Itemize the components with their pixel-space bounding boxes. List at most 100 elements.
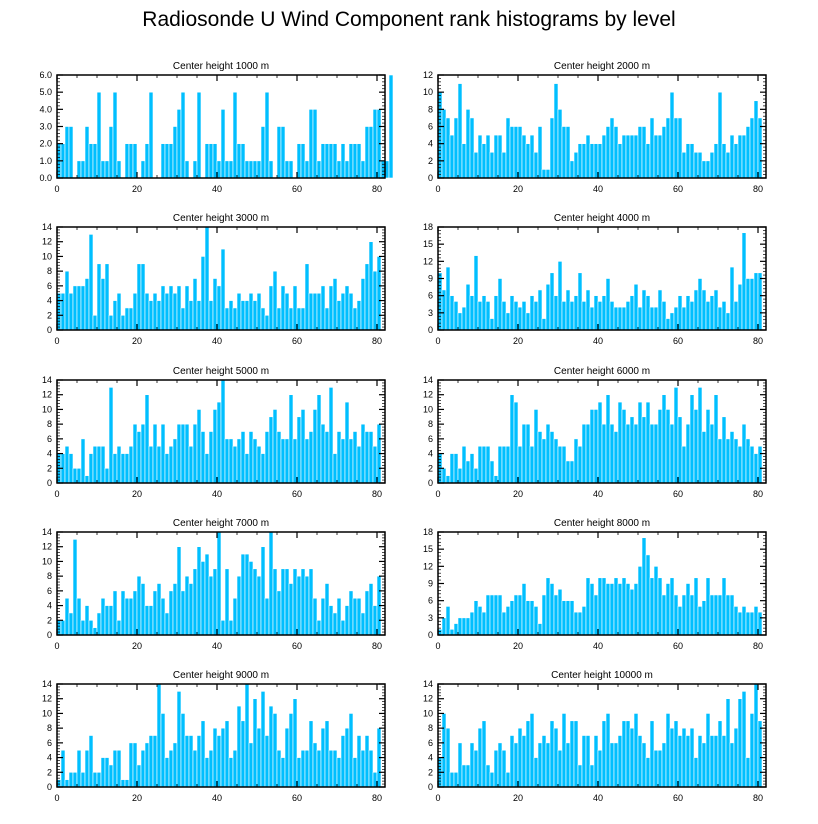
histogram-bar: [340, 438, 346, 484]
histogram-bar: [709, 735, 715, 788]
y-tick-label: 12: [42, 694, 52, 704]
panel-title: Center height 9000 m: [173, 670, 269, 681]
x-tick-label: 80: [372, 641, 382, 651]
histogram-bar: [248, 561, 254, 636]
histogram-bar: [501, 445, 507, 484]
histogram-bar: [248, 292, 254, 331]
histogram-bar: [272, 568, 278, 636]
histogram-bar: [681, 306, 687, 331]
histogram-bar: [260, 546, 266, 636]
histogram-bar: [453, 301, 459, 331]
histogram-bar: [196, 409, 202, 484]
histogram-bar: [144, 394, 150, 484]
histogram-bar: [272, 270, 278, 331]
histogram-bar: [585, 577, 591, 636]
histogram-bar: [348, 438, 354, 484]
histogram-bar: [188, 735, 194, 788]
histogram-bar: [148, 91, 154, 179]
histogram-bar: [629, 588, 635, 636]
histogram-bar: [340, 143, 346, 179]
histogram-bar: [252, 568, 258, 636]
x-tick-label: 20: [513, 793, 523, 803]
histogram-bar: [493, 475, 499, 484]
histogram-bar: [593, 594, 599, 636]
histogram-bar: [557, 109, 563, 179]
histogram-bar: [92, 314, 98, 331]
histogram-bar: [481, 611, 487, 636]
y-tick-label: 8: [47, 266, 52, 276]
y-tick-label: 10: [423, 404, 433, 414]
histogram-bar: [104, 160, 110, 179]
histogram-bar: [200, 720, 206, 788]
histogram-bar: [549, 431, 555, 484]
y-tick-label: 12: [423, 694, 433, 704]
histogram-bar: [741, 232, 747, 331]
histogram-bar: [553, 295, 559, 331]
histogram-bar: [545, 423, 551, 484]
histogram-bar: [449, 628, 455, 636]
histogram-bar: [244, 683, 250, 788]
histogram-bar: [489, 771, 495, 788]
histogram-bar: [525, 600, 531, 636]
histogram-bar: [276, 431, 282, 484]
histogram-bar: [136, 263, 142, 331]
histogram-bar: [200, 256, 206, 331]
y-tick-label: 6: [47, 281, 52, 291]
histogram-bar: [725, 698, 731, 788]
histogram-bar: [541, 438, 547, 484]
histogram-bar: [565, 126, 571, 179]
histogram-bar: [356, 143, 362, 179]
histogram-bar: [252, 438, 258, 484]
histogram-bar: [184, 735, 190, 788]
y-tick-label: 3.0: [39, 122, 52, 132]
histogram-bar: [320, 727, 326, 788]
histogram-bar: [605, 278, 611, 331]
histogram-bar: [76, 597, 82, 636]
histogram-bar: [156, 445, 162, 484]
histogram-bar: [497, 278, 503, 331]
histogram-bar: [561, 600, 567, 636]
histogram-bar: [613, 126, 619, 179]
y-tick-label: 12: [42, 237, 52, 247]
histogram-bar: [280, 438, 286, 484]
histogram-bar: [344, 605, 350, 636]
histogram-panel: Center height 8000 m 0 20 40 60 80 0 3 6 9 12 15 18: [423, 518, 767, 651]
histogram-bar: [300, 749, 306, 788]
histogram-bar: [308, 109, 314, 179]
histogram-bar: [593, 735, 599, 788]
histogram-bar: [453, 623, 459, 636]
histogram-bar: [741, 423, 747, 484]
y-tick-label: 0: [428, 782, 433, 792]
histogram-bar: [457, 83, 463, 179]
histogram-bar: [364, 431, 370, 484]
histogram-bar: [517, 126, 523, 179]
y-tick-label: 14: [42, 222, 52, 232]
histogram-panel: Center height 10000 m 0 20 40 60 80 0 2 4 6 8 10 12 1…: [423, 670, 767, 803]
histogram-bar: [533, 409, 539, 484]
histogram-bar: [593, 409, 599, 484]
x-tick-label: 40: [212, 184, 222, 194]
histogram-bar: [469, 611, 475, 636]
histogram-bar: [192, 423, 198, 484]
histogram-bar: [156, 683, 162, 788]
histogram-bar: [84, 475, 90, 484]
y-tick-label: 4: [428, 449, 433, 459]
histogram-bar: [216, 401, 222, 484]
histogram-bar: [477, 727, 483, 788]
histogram-bar: [100, 757, 106, 788]
histogram-panel: Center height 4000 m 0 20 40 60 80 0 3 6 9 12 15 18: [423, 213, 767, 346]
y-tick-label: 4.0: [39, 104, 52, 114]
histogram-bar: [228, 160, 234, 179]
histogram-bar: [585, 289, 591, 331]
histogram-bar: [729, 594, 735, 636]
histogram-bar: [721, 416, 727, 484]
x-tick-label: 20: [132, 793, 142, 803]
histogram-bar: [68, 126, 74, 179]
histogram-bar: [497, 594, 503, 636]
histogram-bar: [200, 431, 206, 484]
histogram-bar: [348, 713, 354, 788]
histogram-bar: [697, 387, 703, 484]
histogram-bar: [477, 606, 483, 636]
y-tick-label: 10: [42, 251, 52, 261]
histogram-bar: [493, 134, 499, 179]
